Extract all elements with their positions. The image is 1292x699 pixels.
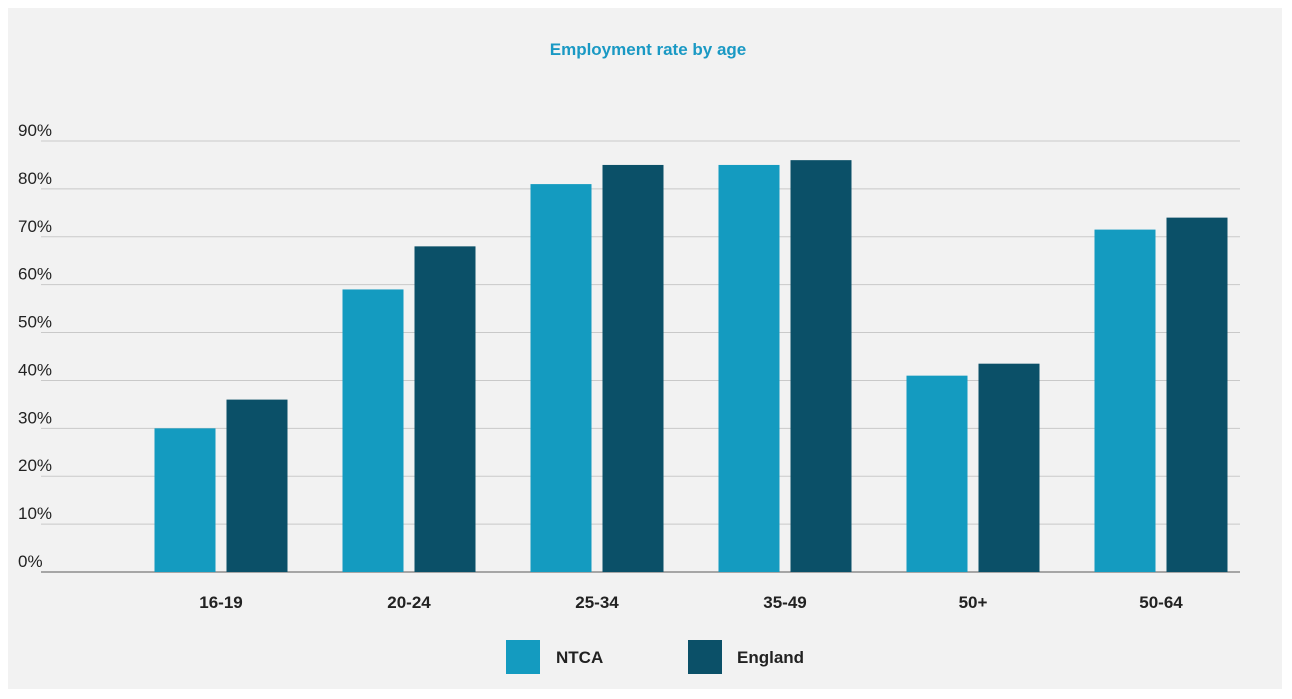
legend-swatch-england bbox=[688, 640, 722, 674]
bar-ntca-50-64 bbox=[1094, 229, 1156, 572]
y-tick-label: 70% bbox=[18, 217, 52, 236]
x-tick-label: 50-64 bbox=[1139, 593, 1183, 612]
x-tick-label: 35-49 bbox=[763, 593, 806, 612]
bar-england-50-64 bbox=[1166, 217, 1228, 572]
bar-england-25-34 bbox=[602, 164, 664, 572]
y-tick-label: 90% bbox=[18, 121, 52, 140]
x-tick-label: 16-19 bbox=[199, 593, 242, 612]
y-tick-label: 0% bbox=[18, 552, 43, 571]
bars bbox=[154, 160, 1228, 572]
y-tick-label: 40% bbox=[18, 360, 52, 379]
x-tick-label: 25-34 bbox=[575, 593, 619, 612]
bar-england-20-24 bbox=[414, 246, 476, 572]
bar-ntca-50+ bbox=[906, 375, 968, 572]
x-axis-ticks: 16-19 20-24 25-34 35-49 50+ 50-64 bbox=[199, 593, 1183, 612]
bar-england-16-19 bbox=[226, 399, 288, 572]
legend-swatch-ntca bbox=[506, 640, 540, 674]
bar-england-50+ bbox=[978, 363, 1040, 572]
x-tick-label: 50+ bbox=[959, 593, 988, 612]
y-tick-label: 30% bbox=[18, 408, 52, 427]
y-axis-ticks: 0% 10% 20% 30% 40% 50% 60% 70% 80% 90% bbox=[18, 121, 52, 571]
y-tick-label: 60% bbox=[18, 265, 52, 284]
bar-england-35-49 bbox=[790, 160, 852, 572]
y-tick-label: 50% bbox=[18, 313, 52, 332]
chart-title: Employment rate by age bbox=[550, 40, 747, 59]
y-tick-label: 10% bbox=[18, 504, 52, 523]
bar-ntca-35-49 bbox=[718, 164, 780, 572]
bar-ntca-20-24 bbox=[342, 289, 404, 572]
bar-ntca-25-34 bbox=[530, 184, 592, 572]
bar-ntca-16-19 bbox=[154, 428, 216, 572]
y-tick-label: 80% bbox=[18, 169, 52, 188]
employment-rate-chart: Employment rate by age 0% 10% 20% 30% 40% 50%… bbox=[18, 40, 1240, 674]
x-tick-label: 20-24 bbox=[387, 593, 431, 612]
legend: NTCA England bbox=[506, 640, 804, 674]
chart-panel: Employment rate by age 0% 10% 20% 30% 40% 50%… bbox=[8, 8, 1282, 689]
legend-label-ntca: NTCA bbox=[556, 648, 603, 667]
y-tick-label: 20% bbox=[18, 456, 52, 475]
legend-label-england: England bbox=[737, 648, 804, 667]
